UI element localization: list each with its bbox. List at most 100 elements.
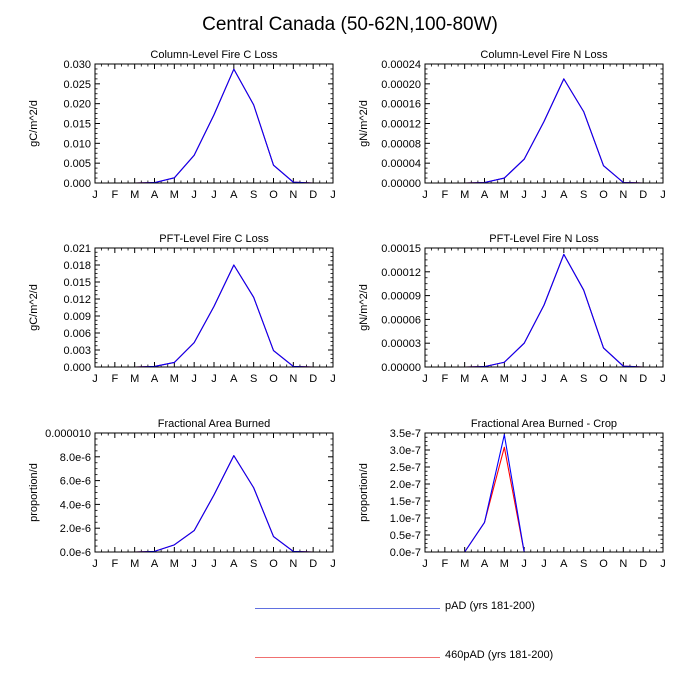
y-tick-label: 0.000 xyxy=(63,362,91,374)
y-tick-label: 1.5e-7 xyxy=(390,496,421,508)
y-tick-label: 0.030 xyxy=(63,59,91,71)
x-tick-label: N xyxy=(289,189,297,201)
y-tick-label: 3.0e-7 xyxy=(390,445,421,457)
x-tick-label: M xyxy=(460,189,469,201)
y-tick-label: 0.005 xyxy=(63,158,91,170)
x-tick-label: M xyxy=(500,558,509,570)
y-tick-label: 0.5e-7 xyxy=(390,530,421,542)
x-tick-label: D xyxy=(639,373,647,385)
x-tick-label: F xyxy=(441,189,448,201)
x-tick-label: N xyxy=(619,189,627,201)
x-tick-label: J xyxy=(211,373,217,385)
y-tick-label: 0.00008 xyxy=(381,138,421,150)
y-tick-label: 0.021 xyxy=(63,243,91,255)
plot-frame xyxy=(94,247,334,368)
plot-frame xyxy=(424,247,664,368)
x-tick-label: O xyxy=(269,373,278,385)
x-tick-label: D xyxy=(309,189,317,201)
panel-title: Fractional Area Burned xyxy=(158,418,271,430)
x-tick-label: A xyxy=(151,189,159,201)
y-tick-label: 0.006 xyxy=(63,328,91,340)
y-tick-label: 0.00012 xyxy=(381,119,421,131)
series-line-460pad xyxy=(95,455,333,553)
y-tick-label: 0.00024 xyxy=(381,59,421,71)
x-tick-label: J xyxy=(330,189,336,201)
y-tick-label: 0.0e-6 xyxy=(60,547,91,559)
x-tick-label: F xyxy=(111,373,118,385)
x-tick-label: F xyxy=(441,373,448,385)
x-tick-label: A xyxy=(151,558,159,570)
y-tick-label: 2.0e-7 xyxy=(390,479,421,491)
x-tick-label: J xyxy=(330,373,336,385)
x-tick-label: J xyxy=(191,558,197,570)
y-axis-label: gC/m^2/d xyxy=(28,100,40,147)
x-tick-label: J xyxy=(521,373,527,385)
plot-frame xyxy=(424,63,664,184)
y-tick-label: 0.00000 xyxy=(381,362,421,374)
x-tick-label: A xyxy=(481,373,489,385)
y-tick-label: 0.025 xyxy=(63,79,91,91)
x-tick-label: O xyxy=(599,373,608,385)
x-tick-label: N xyxy=(289,558,297,570)
y-tick-label: 1.0e-7 xyxy=(390,513,421,525)
x-tick-label: J xyxy=(541,189,547,201)
x-tick-label: J xyxy=(211,558,217,570)
series-line-460pad xyxy=(95,68,333,184)
y-tick-label: 3.5e-7 xyxy=(390,428,421,440)
series-line-pad xyxy=(425,434,663,553)
legend-line-460pad xyxy=(255,657,440,658)
y-tick-label: 0.00006 xyxy=(381,314,421,326)
y-tick-label: 0.009 xyxy=(63,311,91,323)
legend-entry-460pad: 460pAD (yrs 181-200) xyxy=(255,649,675,665)
x-tick-label: A xyxy=(481,558,489,570)
y-tick-label: 0.00009 xyxy=(381,291,421,303)
x-tick-label: J xyxy=(191,373,197,385)
x-tick-label: J xyxy=(422,189,428,201)
y-tick-label: 0.00016 xyxy=(381,99,421,111)
y-tick-label: 0.000 xyxy=(63,178,91,190)
x-tick-label: S xyxy=(250,373,257,385)
y-tick-label: 6.0e-6 xyxy=(60,476,91,488)
x-tick-label: M xyxy=(500,373,509,385)
x-tick-label: M xyxy=(460,558,469,570)
x-tick-label: M xyxy=(460,373,469,385)
y-tick-label: 0.020 xyxy=(63,99,91,111)
panel-title: Column-Level Fire C Loss xyxy=(150,49,278,61)
x-tick-label: A xyxy=(560,189,568,201)
x-tick-label: M xyxy=(500,189,509,201)
x-tick-label: M xyxy=(130,558,139,570)
x-tick-label: N xyxy=(619,373,627,385)
x-tick-label: N xyxy=(289,373,297,385)
x-tick-label: D xyxy=(639,189,647,201)
x-tick-label: S xyxy=(250,189,257,201)
x-tick-label: D xyxy=(639,558,647,570)
y-axis-label: gN/m^2/d xyxy=(358,284,370,331)
y-tick-label: 0.00000 xyxy=(381,178,421,190)
x-tick-label: J xyxy=(660,189,666,201)
x-tick-label: F xyxy=(441,558,448,570)
x-tick-label: M xyxy=(170,373,179,385)
plot-frame xyxy=(94,63,334,184)
y-tick-label: 0.00012 xyxy=(381,267,421,279)
y-tick-label: 0.000010 xyxy=(45,428,91,440)
x-tick-label: M xyxy=(170,189,179,201)
panel-title: PFT-Level Fire C Loss xyxy=(159,233,269,245)
y-tick-label: 0.012 xyxy=(63,294,91,306)
legend-line-pad xyxy=(255,608,440,609)
y-tick-label: 0.00003 xyxy=(381,338,421,350)
y-tick-label: 0.00015 xyxy=(381,243,421,255)
x-tick-label: J xyxy=(191,189,197,201)
y-tick-label: 0.015 xyxy=(63,119,91,131)
series-line-pad xyxy=(95,264,333,368)
panel-6: Fractional Area Burned - Crop proportion/… xyxy=(358,418,666,570)
series-line-pad xyxy=(95,455,333,553)
x-tick-label: O xyxy=(269,558,278,570)
x-tick-label: J xyxy=(92,189,98,201)
x-tick-label: J xyxy=(521,189,527,201)
series-line-pad xyxy=(425,253,663,368)
series-line-pad xyxy=(425,78,663,184)
